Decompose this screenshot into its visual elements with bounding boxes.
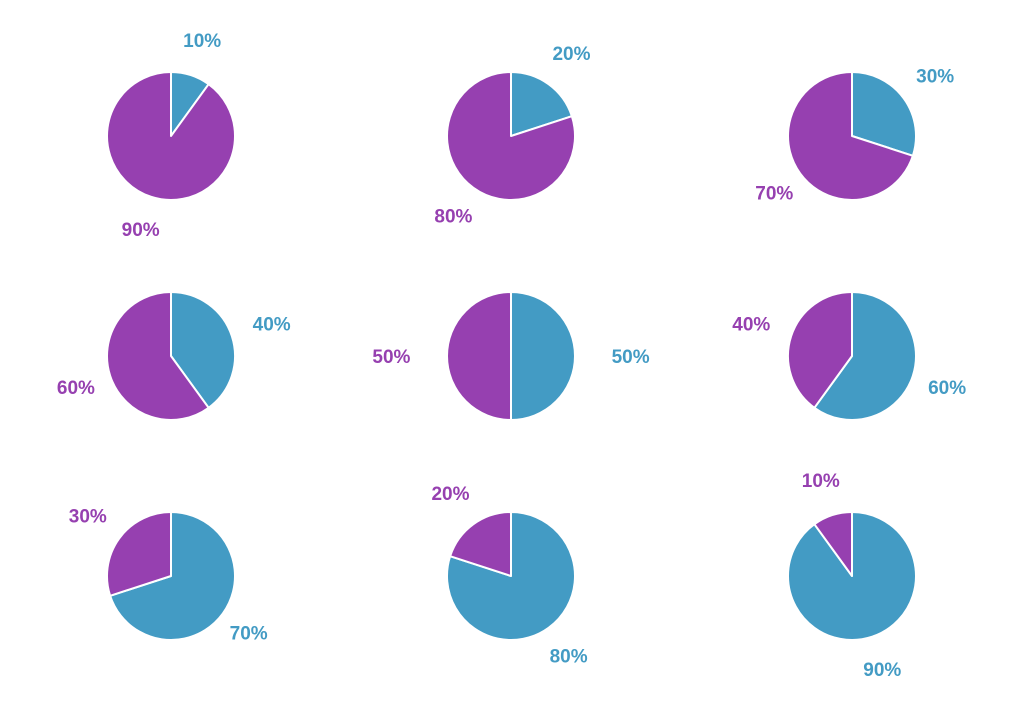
slice-label: 50% [612, 347, 650, 368]
pie-slice [106, 71, 236, 201]
pie-slice [813, 511, 853, 577]
pie-chart: 40% 60% [57, 291, 291, 421]
pie-chart: 90% 10% [787, 471, 917, 681]
pie-slice [510, 291, 576, 421]
pie-slice [851, 71, 917, 157]
pie-slice [106, 291, 210, 421]
pie-slice [445, 511, 576, 641]
pie-chart: 20% 80% [434, 44, 590, 228]
slice-label: 40% [732, 314, 770, 335]
pie-slice [109, 511, 236, 641]
slice-label: 80% [550, 646, 588, 667]
pie-slice [787, 291, 853, 409]
slice-label: 10% [802, 471, 840, 492]
slice-label: 30% [916, 67, 954, 88]
pie-chart: 70% 30% [69, 507, 268, 645]
pie-slice [787, 511, 917, 641]
pie-slice [449, 511, 512, 577]
slice-label: 80% [434, 206, 472, 227]
pie-slice [510, 71, 573, 137]
slice-label: 20% [431, 484, 469, 505]
slice-label: 60% [57, 378, 95, 399]
pie-chart: 10% 90% [106, 31, 236, 241]
pie-slice [813, 291, 917, 421]
slice-label: 30% [69, 507, 107, 528]
slice-label: 70% [230, 624, 268, 645]
pie-chart: 80% 20% [431, 484, 587, 668]
slice-label: 20% [552, 44, 590, 65]
pie-chart: 50% 50% [372, 291, 650, 421]
pie-slice [446, 71, 577, 201]
pie-slice [446, 291, 512, 421]
slice-label: 90% [863, 660, 901, 681]
pie-chart: 30% 70% [755, 67, 954, 205]
slice-label: 60% [928, 378, 966, 399]
slice-label: 50% [372, 347, 410, 368]
slice-label: 70% [755, 184, 793, 205]
slice-label: 10% [183, 31, 221, 52]
pie-slice [106, 511, 172, 597]
pie-slice [170, 291, 236, 409]
pie-chart: 60% 40% [732, 291, 966, 421]
slice-label: 90% [122, 220, 160, 241]
pie-slice [787, 71, 914, 201]
slice-label: 40% [253, 314, 291, 335]
